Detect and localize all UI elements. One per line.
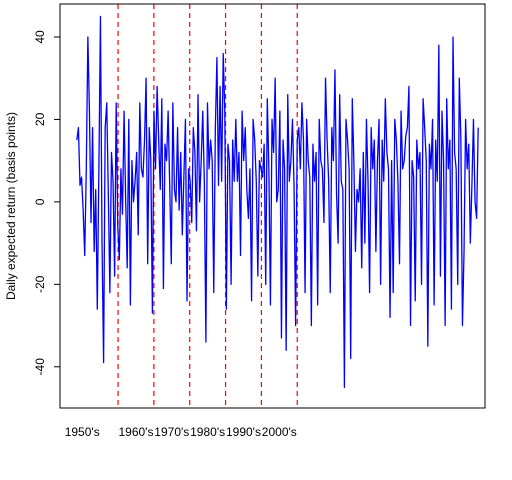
y-axis: -40 -20 0 20 40 [33, 30, 60, 375]
series-line [76, 15, 479, 389]
x-decade-label-1: 1960's [118, 425, 153, 439]
y-tick-label: -40 [33, 358, 47, 376]
decade-divider-lines [117, 4, 298, 408]
y-tick-label: 20 [33, 112, 47, 126]
x-axis: 1950's 1960's 1970's 1980's 1990's 2000's [65, 425, 297, 439]
x-decade-label-4: 1990's [226, 425, 261, 439]
y-axis-label: Daily expected return (basis points) [4, 112, 18, 300]
series-group [76, 15, 479, 389]
y-tick-label: 0 [33, 198, 47, 205]
x-decade-label-0: 1950's [65, 425, 100, 439]
x-decade-label-5: 2000's [262, 425, 297, 439]
y-tick-label: -20 [33, 275, 47, 293]
y-tick-label: 40 [33, 30, 47, 44]
plot-frame [59, 3, 486, 409]
x-decade-label-3: 1980's [190, 425, 225, 439]
x-decade-label-2: 1970's [154, 425, 189, 439]
